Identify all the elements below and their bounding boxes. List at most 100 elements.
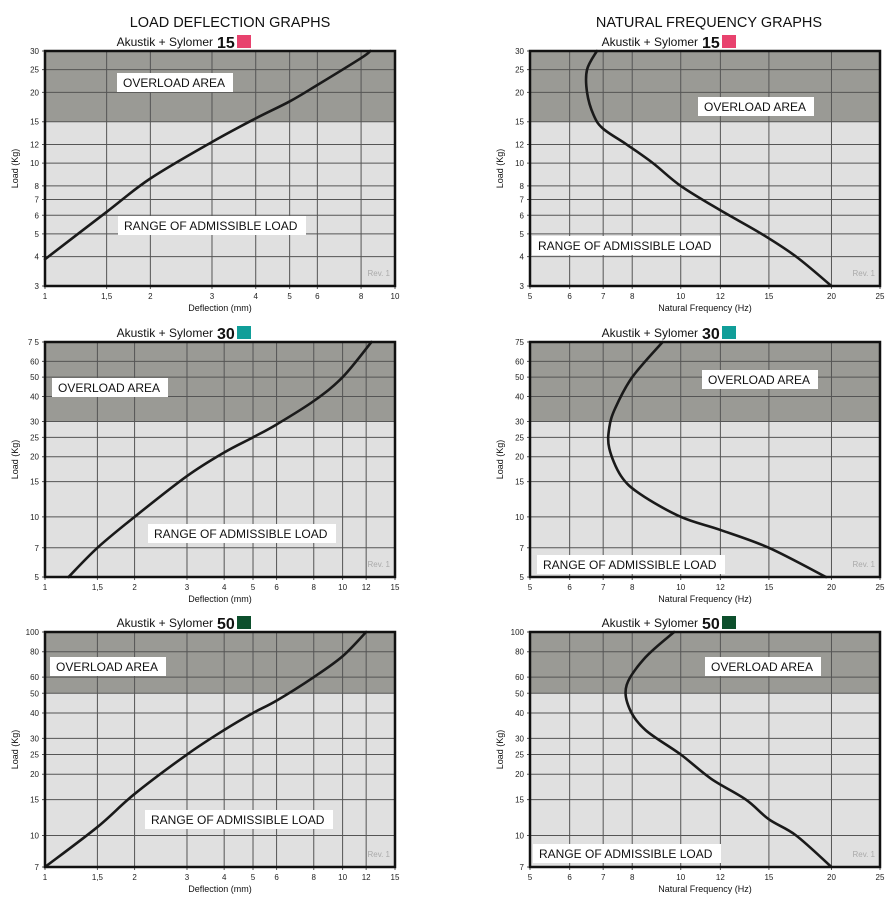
y-tick-label: 80 xyxy=(515,648,524,657)
y-axis-label: Load (Kg) xyxy=(495,730,505,770)
chart-1: Akustik + Sylomer 15 1 1,5 2 3 4 5 6 8 10 3 4 5 6 7 8 10 1… xyxy=(10,35,400,313)
y-axis-label: Load (Kg) xyxy=(10,149,20,189)
revision-label: Rev. 1 xyxy=(852,560,875,569)
y-tick-label: 4 xyxy=(520,253,525,262)
y-tick-label: 10 xyxy=(30,831,39,840)
x-tick-label: 8 xyxy=(630,873,635,882)
color-swatch xyxy=(237,326,251,339)
overload-label-box xyxy=(702,370,818,389)
x-tick-label: 5 xyxy=(287,292,292,301)
x-tick-label: 7 xyxy=(601,583,606,592)
y-tick-label: 8 xyxy=(520,182,525,191)
x-tick-label: 12 xyxy=(716,292,725,301)
chart-title-number: 30 xyxy=(217,326,235,343)
chart-title: Akustik + Sylomer xyxy=(117,35,213,49)
x-tick-label: 8 xyxy=(630,292,635,301)
x-axis-label: Natural Frequency (Hz) xyxy=(658,594,752,604)
y-axis-label: Load (Kg) xyxy=(10,440,20,480)
x-tick-label: 10 xyxy=(676,292,685,301)
overload-label-box xyxy=(52,378,168,397)
y-tick-label: 50 xyxy=(30,689,39,698)
y-tick-label: 40 xyxy=(30,393,39,402)
y-tick-label: 15 xyxy=(30,796,39,805)
y-tick-label: 5 xyxy=(35,230,40,239)
admissible-area xyxy=(45,421,395,577)
y-tick-label: 60 xyxy=(30,673,39,682)
x-tick-label: 10 xyxy=(338,583,347,592)
x-axis-label: Deflection (mm) xyxy=(188,884,252,894)
y-tick-label: 10 xyxy=(30,513,39,522)
y-tick-label: 8 xyxy=(35,182,40,191)
overload-label: OVERLOAD AREA xyxy=(56,660,158,674)
y-axis-label: Load (Kg) xyxy=(495,440,505,480)
y-tick-label: 50 xyxy=(515,689,524,698)
plot-border xyxy=(43,340,397,579)
x-tick-label: 3 xyxy=(185,873,190,882)
chart-4: Akustik + Sylomer 15 5 6 7 8 10 12 15 20 25 3 4 5 6 7 8 1… xyxy=(495,35,885,313)
overload-label-box xyxy=(117,73,233,92)
y-tick-label: 25 xyxy=(515,751,524,760)
x-tick-label: 15 xyxy=(764,292,773,301)
y-tick-label: 6 xyxy=(520,211,525,220)
admissible-label: RANGE OF ADMISSIBLE LOAD xyxy=(151,813,325,827)
admissible-area xyxy=(530,693,880,867)
y-tick-label: 12 xyxy=(515,141,524,150)
chart-5: Akustik + Sylomer 30 5 6 7 8 10 12 15 20 25 5 7 10 15 2… xyxy=(495,326,885,604)
x-tick-label: 10 xyxy=(391,292,400,301)
admissible-area xyxy=(530,121,880,286)
color-swatch xyxy=(722,616,736,629)
overload-label: OVERLOAD AREA xyxy=(708,373,810,387)
y-tick-label: 80 xyxy=(30,648,39,657)
y-tick-label: 60 xyxy=(515,673,524,682)
x-tick-label: 4 xyxy=(222,583,227,592)
chart-title: Akustik + Sylomer xyxy=(117,326,213,340)
revision-label: Rev. 1 xyxy=(852,269,875,278)
x-axis-label: Deflection (mm) xyxy=(188,303,252,313)
x-tick-label: 8 xyxy=(312,583,317,592)
y-tick-label: 10 xyxy=(515,831,524,840)
x-tick-label: 3 xyxy=(185,583,190,592)
x-tick-label: 2 xyxy=(132,873,137,882)
y-tick-label: 75 xyxy=(515,338,524,347)
y-tick-label: 60 xyxy=(30,357,39,366)
revision-label: Rev. 1 xyxy=(367,850,390,859)
y-tick-label: 15 xyxy=(515,118,524,127)
y-tick-label: 7 5 xyxy=(28,338,40,347)
x-tick-label: 15 xyxy=(764,583,773,592)
x-tick-label: 15 xyxy=(764,873,773,882)
y-tick-label: 25 xyxy=(30,66,39,75)
x-tick-label: 2 xyxy=(132,583,137,592)
y-tick-label: 15 xyxy=(515,796,524,805)
y-tick-label: 20 xyxy=(30,770,39,779)
y-tick-label: 30 xyxy=(515,418,524,427)
x-tick-label: 20 xyxy=(827,873,836,882)
y-tick-label: 15 xyxy=(515,478,524,487)
plot-border xyxy=(43,49,397,288)
color-swatch xyxy=(722,35,736,48)
x-tick-label: 7 xyxy=(601,292,606,301)
y-tick-label: 100 xyxy=(26,628,40,637)
x-axis-label: Natural Frequency (Hz) xyxy=(658,303,752,313)
series-line xyxy=(67,340,373,579)
admissible-area xyxy=(45,693,395,867)
x-tick-label: 15 xyxy=(391,873,400,882)
y-tick-label: 30 xyxy=(30,734,39,743)
y-tick-label: 20 xyxy=(515,88,524,97)
x-tick-label: 1 xyxy=(43,873,48,882)
y-axis-label: Load (Kg) xyxy=(10,730,20,770)
series-line xyxy=(43,630,368,869)
x-tick-label: 6 xyxy=(274,873,279,882)
revision-label: Rev. 1 xyxy=(367,560,390,569)
y-tick-label: 6 xyxy=(35,211,40,220)
admissible-label-box xyxy=(533,844,721,863)
admissible-label-box xyxy=(532,236,720,255)
x-tick-label: 20 xyxy=(827,292,836,301)
y-tick-label: 40 xyxy=(30,709,39,718)
y-tick-label: 25 xyxy=(30,433,39,442)
y-tick-label: 7 xyxy=(35,196,40,205)
color-swatch xyxy=(722,326,736,339)
x-tick-label: 5 xyxy=(528,873,533,882)
x-tick-label: 5 xyxy=(251,873,256,882)
admissible-label: RANGE OF ADMISSIBLE LOAD xyxy=(154,527,328,541)
